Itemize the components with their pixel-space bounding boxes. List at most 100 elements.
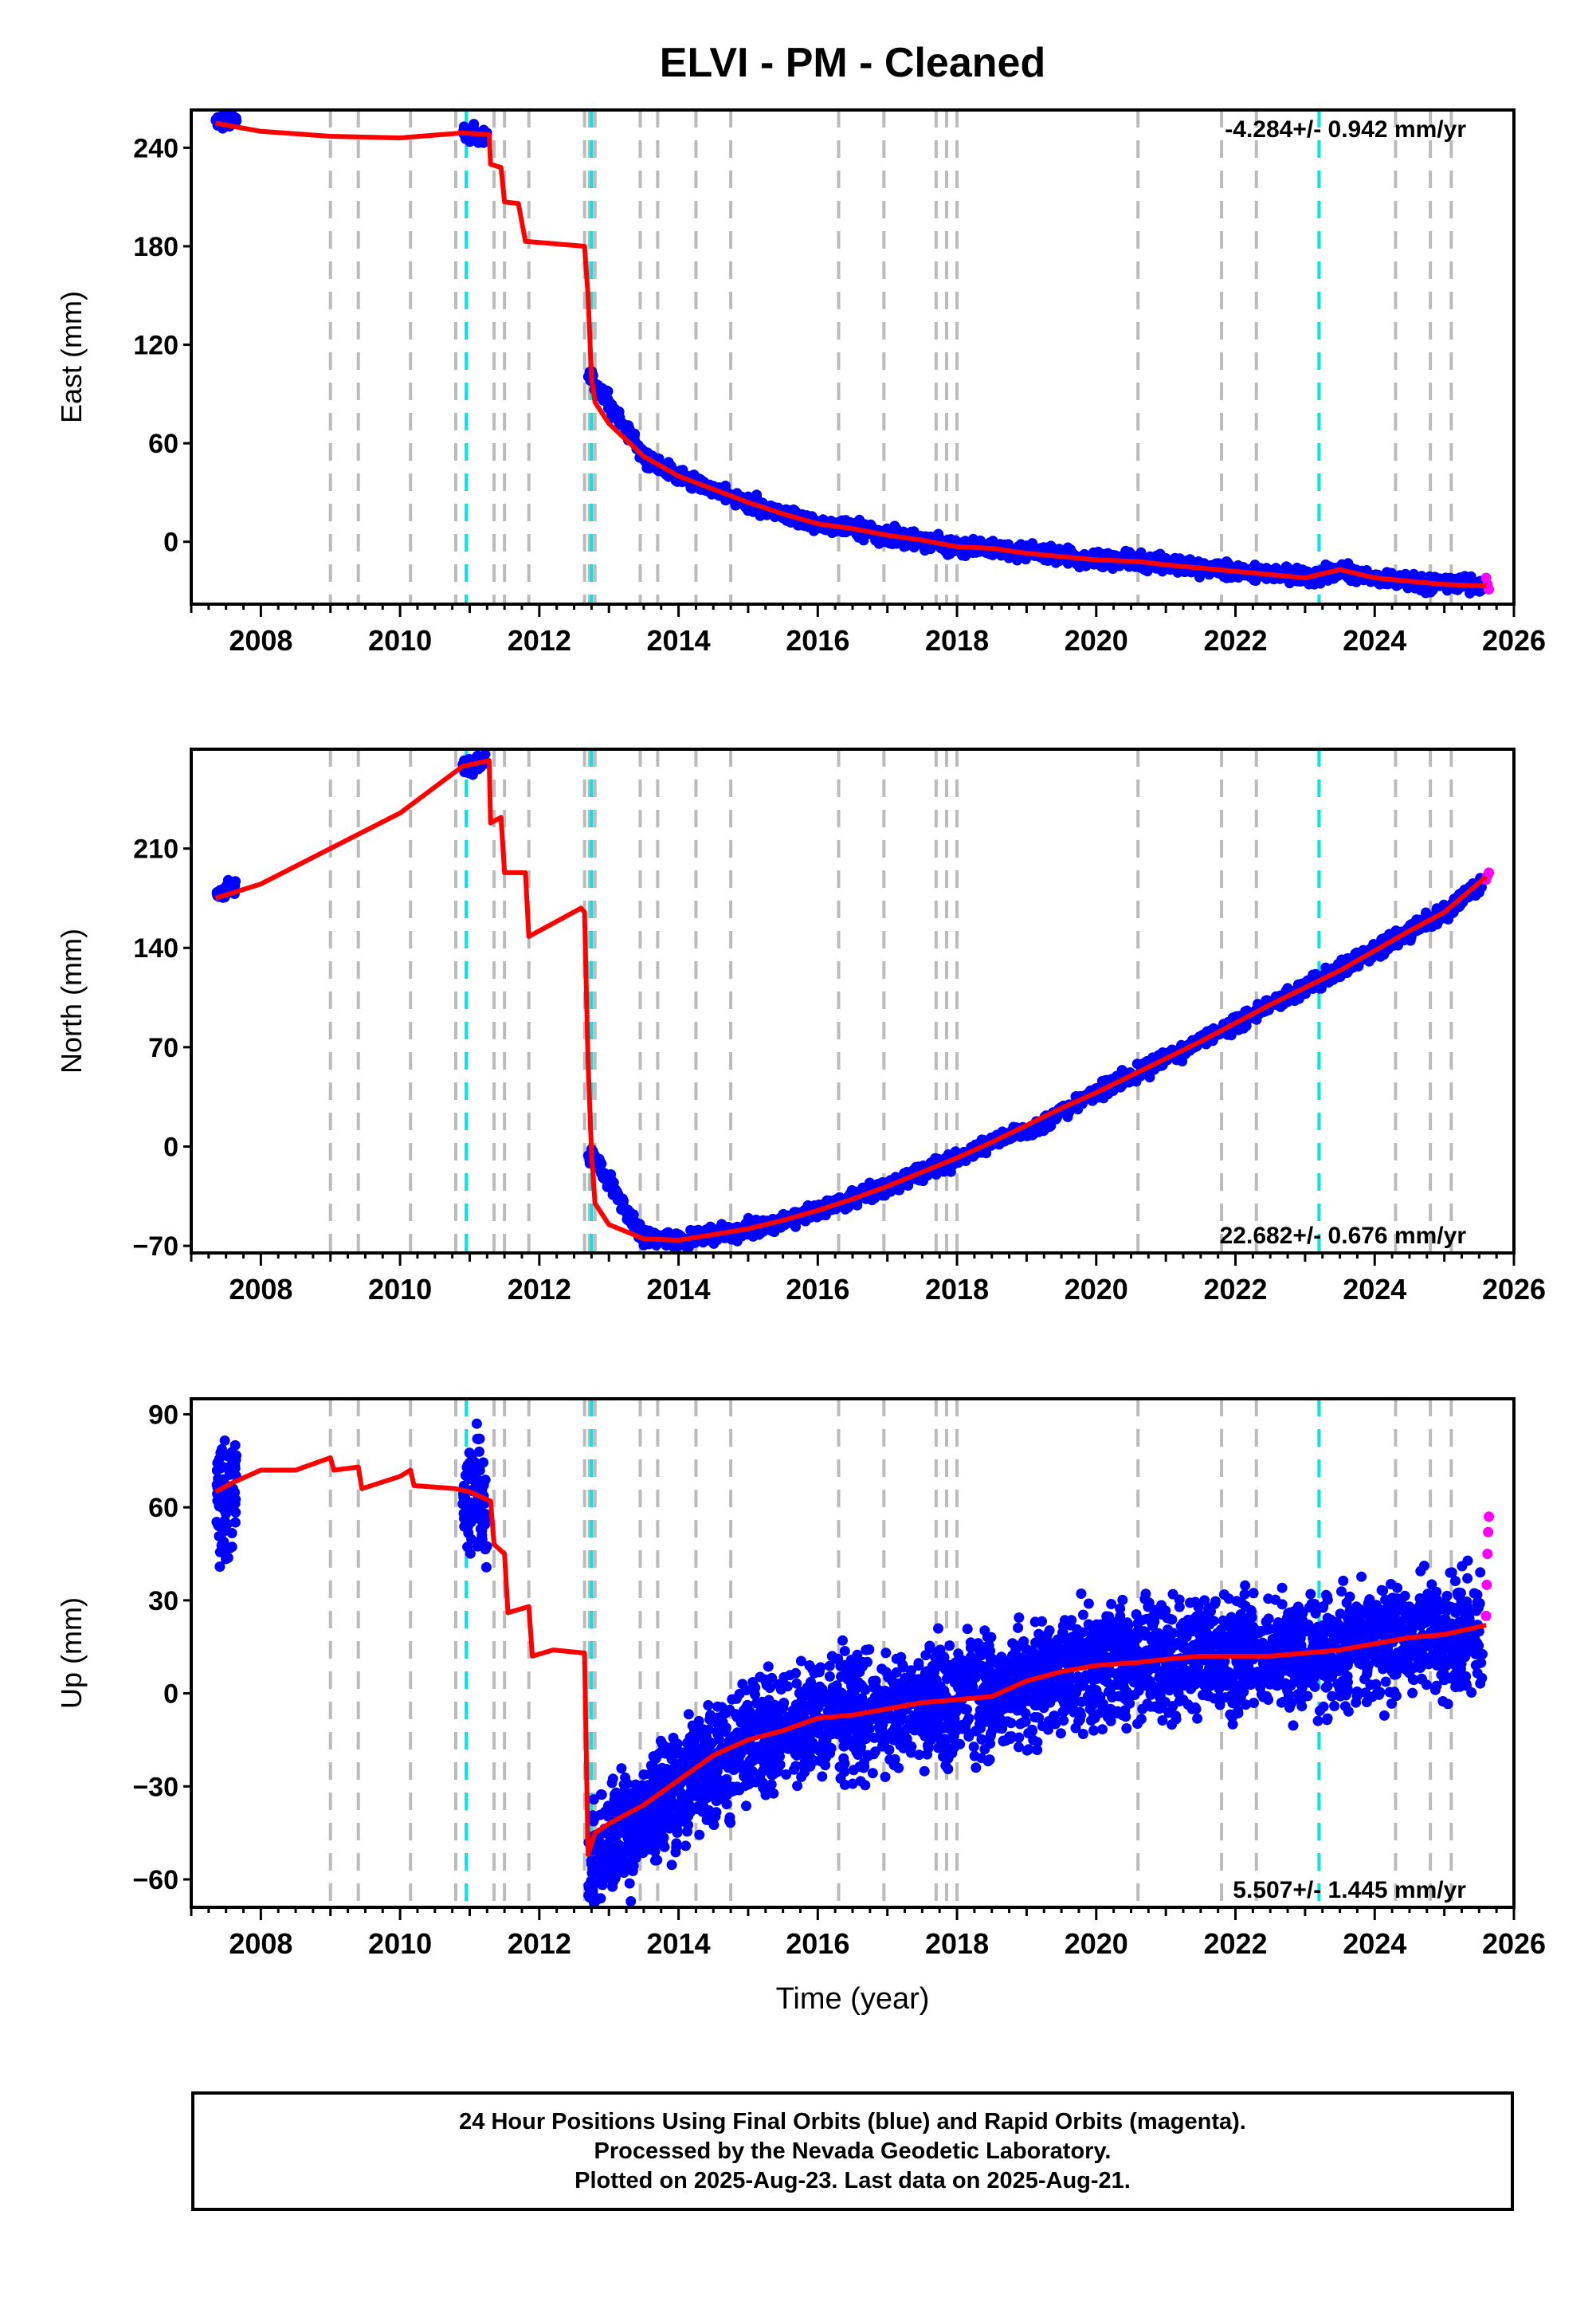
- x-tick-label: 2008: [229, 1273, 292, 1306]
- final-point: [1248, 1588, 1259, 1599]
- final-point: [1356, 1571, 1367, 1582]
- final-point: [611, 410, 622, 422]
- final-point: [1475, 1567, 1486, 1578]
- final-point: [963, 1713, 974, 1724]
- y-tick-label: 70: [148, 1033, 178, 1063]
- final-point: [614, 419, 625, 430]
- final-point: [1335, 1608, 1346, 1620]
- final-point: [1407, 1687, 1418, 1698]
- final-point: [1035, 1120, 1046, 1131]
- final-point: [465, 1457, 476, 1467]
- final-point: [471, 1418, 482, 1429]
- y-tick-label: 180: [133, 232, 178, 262]
- final-point: [470, 1477, 481, 1488]
- final-point: [920, 545, 931, 556]
- x-tick-label: 2012: [508, 624, 571, 657]
- final-point: [624, 1878, 635, 1889]
- final-point: [877, 1190, 888, 1201]
- final-point: [218, 1537, 229, 1547]
- final-point: [472, 1433, 483, 1444]
- final-point: [629, 1215, 640, 1227]
- model-line: [215, 120, 1487, 589]
- final-point: [1386, 1579, 1396, 1589]
- final-point: [817, 1771, 828, 1782]
- final-point: [759, 1785, 771, 1797]
- x-tick-label: 2014: [647, 624, 711, 657]
- final-point: [903, 1180, 914, 1191]
- plot-area: [211, 1399, 1495, 1907]
- final-point: [1072, 1104, 1084, 1115]
- final-point: [766, 1779, 777, 1790]
- final-point: [1003, 539, 1014, 550]
- final-point: [218, 1526, 229, 1537]
- final-point: [1458, 573, 1469, 584]
- x-tick-label: 2016: [786, 1273, 849, 1306]
- final-point: [1292, 562, 1303, 573]
- final-point: [478, 1457, 488, 1468]
- x-tick-label: 2020: [1065, 1273, 1128, 1306]
- x-tick-label: 2020: [1065, 624, 1128, 657]
- final-point: [229, 1439, 241, 1451]
- final-point: [616, 1763, 627, 1774]
- final-point: [220, 1506, 231, 1518]
- plot-frame: [190, 748, 1516, 1255]
- x-tick-label: 2022: [1203, 1273, 1267, 1306]
- final-point: [218, 1462, 229, 1473]
- plot-area: [210, 110, 1495, 604]
- final-point: [214, 1561, 225, 1573]
- final-point: [229, 1517, 241, 1528]
- final-point: [610, 1188, 622, 1200]
- final-point: [213, 1473, 224, 1484]
- final-point: [222, 1553, 233, 1563]
- x-tick-label: 2026: [1482, 624, 1546, 657]
- final-point: [459, 1521, 470, 1532]
- y-tick-label: 0: [163, 528, 178, 558]
- final-point: [1320, 962, 1331, 973]
- final-point: [467, 769, 478, 780]
- final-point: [730, 500, 741, 511]
- final-point: [968, 1742, 979, 1753]
- final-point: [1399, 1590, 1410, 1601]
- final-point: [617, 1200, 628, 1211]
- x-tick-label: 2012: [508, 1273, 571, 1306]
- final-point: [606, 399, 618, 410]
- final-point: [624, 427, 635, 438]
- final-point: [598, 1168, 610, 1179]
- final-point: [741, 1801, 751, 1812]
- final-point: [606, 1175, 618, 1186]
- final-point: [230, 1507, 241, 1518]
- final-point: [461, 1471, 473, 1482]
- x-tick-label: 2024: [1343, 1273, 1406, 1306]
- y-tick-label: 140: [133, 933, 178, 964]
- velocity-label: 22.682+/- 0.676 mm/yr: [1220, 1223, 1467, 1249]
- y-tick-label: 0: [163, 1132, 178, 1162]
- final-point: [898, 526, 909, 537]
- final-point: [644, 463, 655, 474]
- final-point: [824, 1671, 835, 1682]
- final-point: [1135, 547, 1147, 558]
- final-point: [588, 1794, 599, 1805]
- final-point: [1032, 1745, 1043, 1756]
- rapid-point: [1484, 583, 1495, 595]
- final-point: [1062, 1111, 1073, 1122]
- final-point: [1317, 1602, 1328, 1613]
- final-point: [1276, 1582, 1288, 1593]
- final-point: [1192, 1713, 1203, 1724]
- final-point: [590, 1895, 602, 1907]
- final-point: [227, 878, 238, 889]
- final-point: [1312, 1715, 1323, 1726]
- final-point: [867, 1768, 878, 1779]
- final-point: [480, 1561, 492, 1573]
- final-point: [880, 1771, 891, 1782]
- final-point: [1055, 1728, 1066, 1739]
- final-point: [791, 1678, 802, 1689]
- final-point: [1174, 1594, 1185, 1605]
- final-point: [472, 1541, 483, 1552]
- final-point: [747, 1677, 759, 1687]
- x-tick-label: 2016: [786, 624, 849, 657]
- final-point: [1120, 1711, 1131, 1722]
- y-tick-label: 120: [133, 331, 178, 361]
- final-point: [1284, 578, 1296, 589]
- x-tick-label: 2026: [1482, 1273, 1546, 1306]
